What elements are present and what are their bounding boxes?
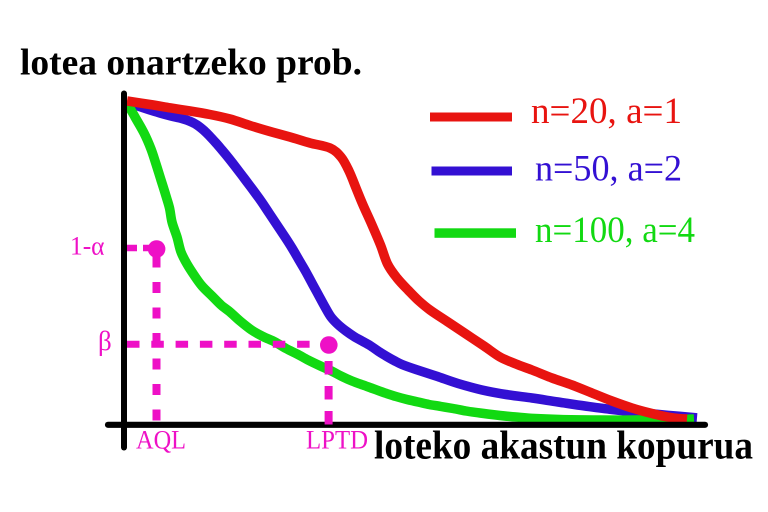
svg-text:β: β xyxy=(98,326,112,356)
svg-text:LPTD: LPTD xyxy=(306,425,368,454)
svg-text:n=20, a=1: n=20, a=1 xyxy=(531,91,682,132)
svg-text:n=50, a=2: n=50, a=2 xyxy=(535,149,682,190)
svg-text:loteko akastun kopurua: loteko akastun kopurua xyxy=(374,423,753,468)
svg-text:AQL: AQL xyxy=(136,425,186,454)
svg-text:1-α: 1-α xyxy=(70,232,105,261)
svg-text:lotea onartzeko prob.: lotea onartzeko prob. xyxy=(20,43,362,84)
svg-text:n=100, a=4: n=100, a=4 xyxy=(535,210,695,251)
